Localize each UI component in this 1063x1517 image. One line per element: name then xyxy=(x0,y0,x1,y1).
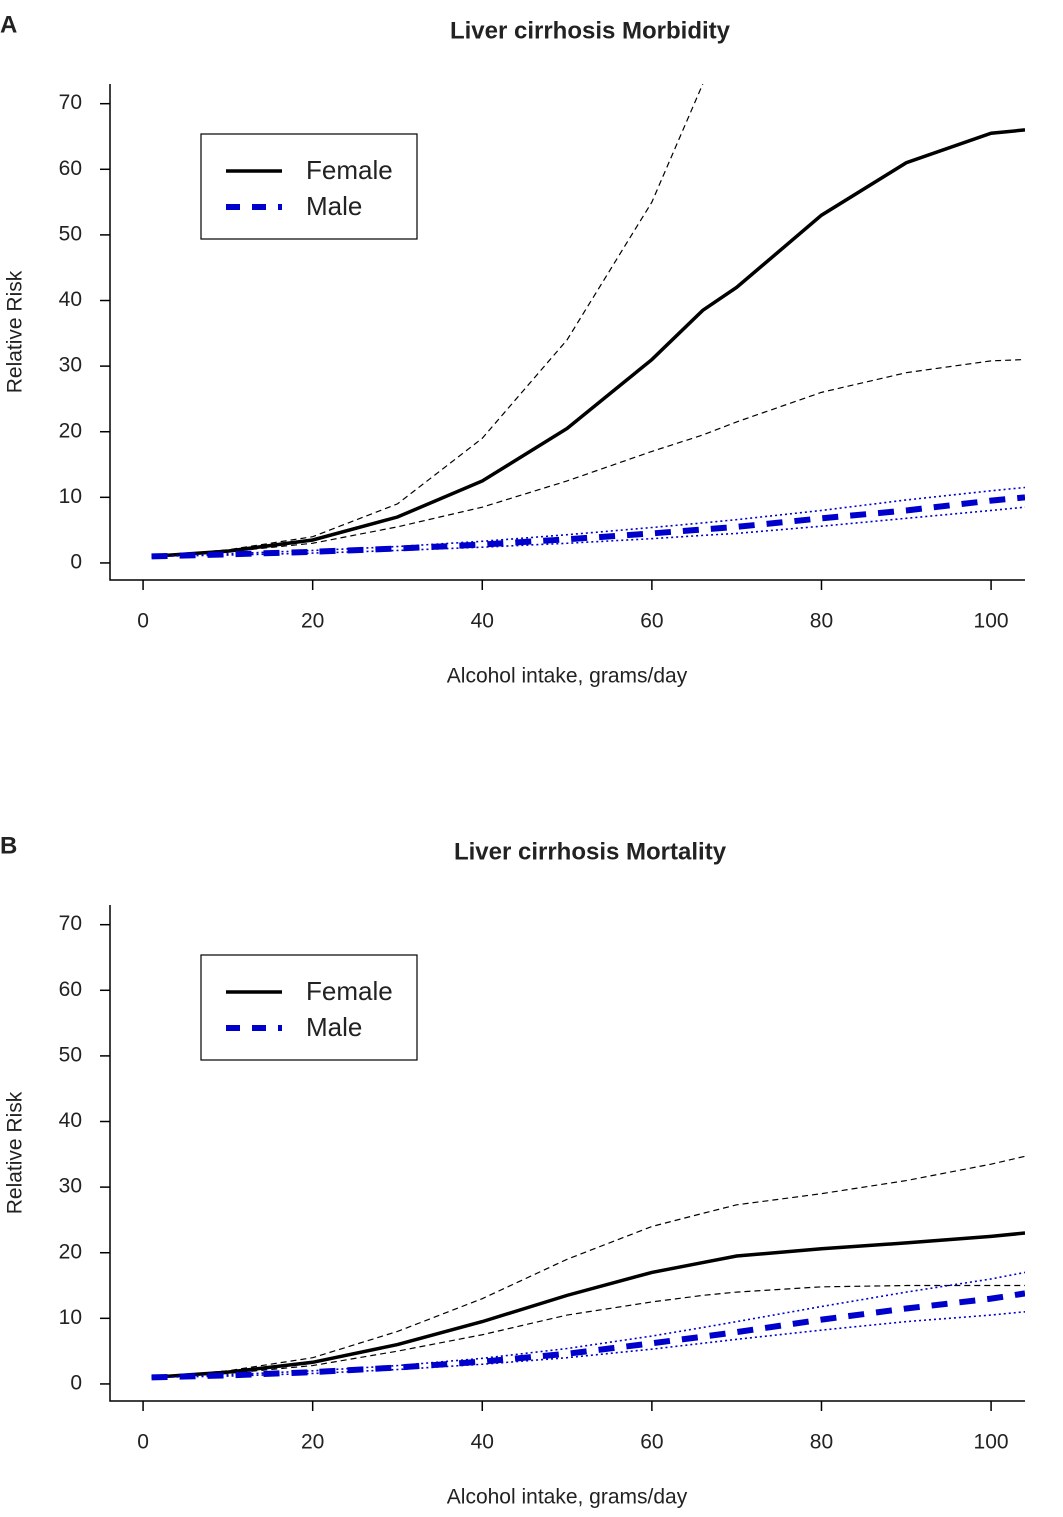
legend-label: Male xyxy=(306,191,362,221)
series-line xyxy=(151,128,1025,559)
x-tick-label: 40 xyxy=(471,1431,494,1454)
x-tick-label: 40 xyxy=(471,610,494,633)
legend-box xyxy=(200,133,418,240)
legend-label: Female xyxy=(306,155,393,185)
series-line xyxy=(151,1155,1025,1378)
y-tick-label: 70 xyxy=(59,91,82,114)
plot-area xyxy=(151,1155,1025,1381)
legend: Female Male xyxy=(200,954,418,1061)
y-tick-label: 50 xyxy=(59,222,82,245)
x-tick-label: 80 xyxy=(810,610,833,633)
y-tick-label: 0 xyxy=(70,550,82,573)
y-tick-label: 40 xyxy=(59,1109,82,1132)
y-tick-label: 20 xyxy=(59,1240,82,1263)
x-tick-label: 20 xyxy=(301,1431,324,1454)
x-tick-label: 80 xyxy=(810,1431,833,1454)
y-tick-label: 30 xyxy=(59,1175,82,1198)
series-line xyxy=(151,506,1025,558)
chart-title: Liver cirrhosis Mortality xyxy=(454,838,727,865)
y-tick-label: 60 xyxy=(59,157,82,180)
x-tick-label: 60 xyxy=(640,610,663,633)
y-tick-label: 10 xyxy=(59,485,82,508)
y-tick-label: 0 xyxy=(70,1371,82,1394)
x-tick-label: 60 xyxy=(640,1431,663,1454)
series-line xyxy=(151,358,1025,557)
y-tick-label: 60 xyxy=(59,978,82,1001)
series-line xyxy=(151,494,1025,560)
x-axis-label: Alcohol intake, grams/day xyxy=(447,665,688,688)
y-tick-label: 50 xyxy=(59,1043,82,1066)
series-line xyxy=(151,1284,1025,1378)
panel-label: A xyxy=(0,11,17,38)
series-line xyxy=(151,1271,1025,1379)
series-line xyxy=(151,486,1025,558)
legend-box xyxy=(200,954,418,1061)
legend-label: Male xyxy=(306,1012,362,1042)
axes xyxy=(109,84,1025,581)
series-line xyxy=(151,1310,1025,1379)
y-axis-label: Relative Risk xyxy=(4,1091,27,1214)
y-tick-label: 10 xyxy=(59,1306,82,1329)
x-tick-label: 100 xyxy=(974,610,1009,633)
axes xyxy=(109,905,1025,1402)
legend-label: Female xyxy=(306,976,393,1006)
series-line xyxy=(151,1290,1025,1381)
y-axis-label: Relative Risk xyxy=(4,270,27,393)
y-tick-label: 70 xyxy=(59,912,82,935)
x-tick-label: 20 xyxy=(301,610,324,633)
legend: Female Male xyxy=(200,133,418,240)
panel-label: B xyxy=(0,832,17,859)
series-line xyxy=(151,1231,1025,1380)
x-tick-label: 0 xyxy=(137,610,149,633)
y-tick-label: 20 xyxy=(59,419,82,442)
x-tick-label: 100 xyxy=(974,1431,1009,1454)
x-axis-label: Alcohol intake, grams/day xyxy=(447,1486,688,1509)
chart-title: Liver cirrhosis Morbidity xyxy=(450,17,731,44)
y-tick-label: 40 xyxy=(59,288,82,311)
plot-area xyxy=(151,84,1025,560)
x-tick-label: 0 xyxy=(137,1431,149,1454)
series-line xyxy=(151,84,704,557)
y-tick-label: 30 xyxy=(59,354,82,377)
